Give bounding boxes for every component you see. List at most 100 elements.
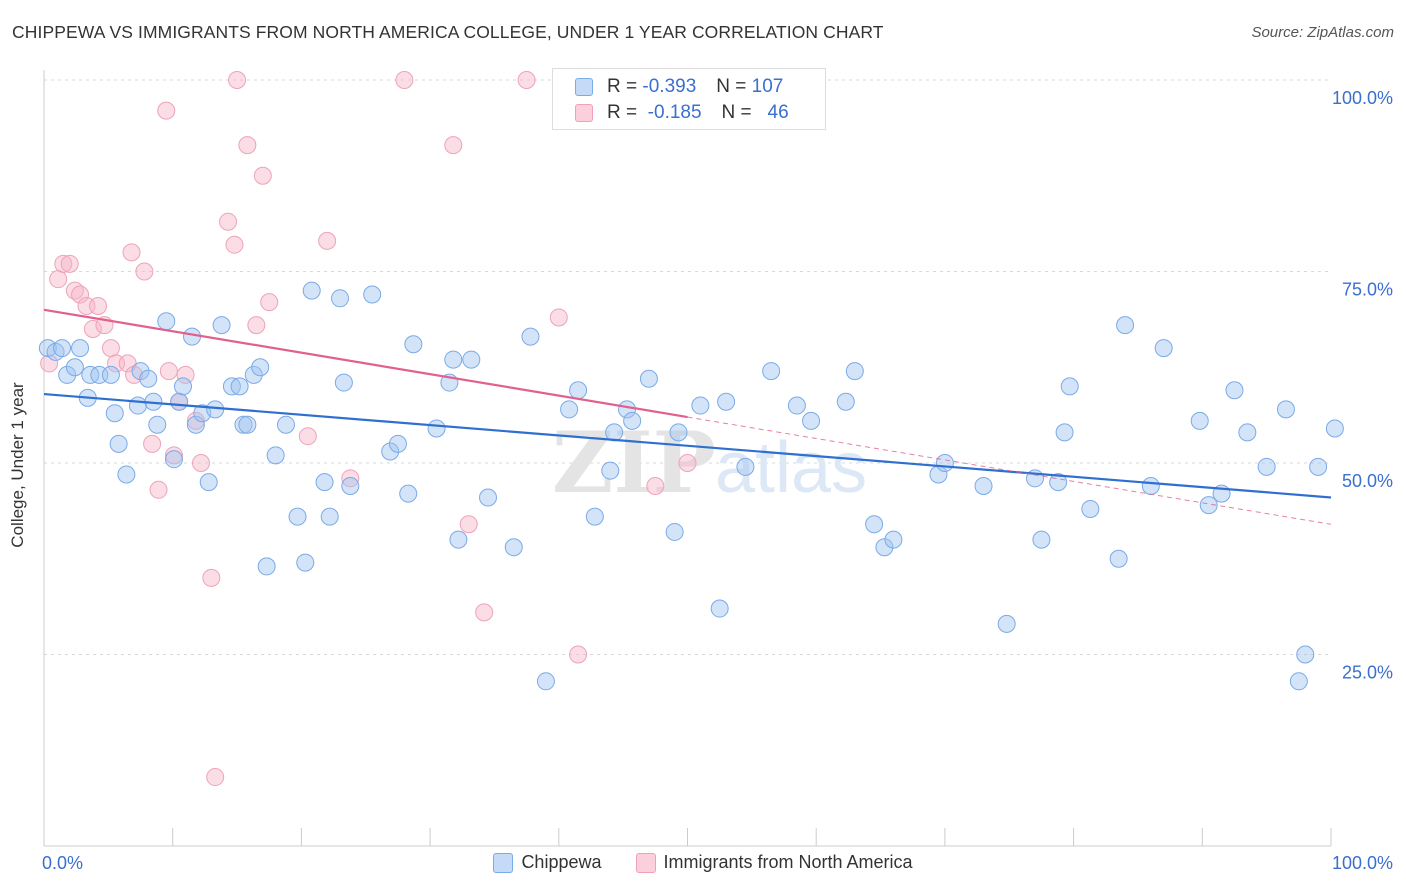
point-chippewa bbox=[128, 396, 147, 415]
point-chippewa bbox=[341, 476, 360, 495]
y-tick-label: 25.0% bbox=[1342, 663, 1393, 683]
point-immigrants bbox=[318, 231, 337, 250]
point-chippewa bbox=[404, 335, 423, 354]
point-chippewa bbox=[53, 339, 72, 358]
point-immigrants bbox=[678, 454, 697, 472]
point-chippewa bbox=[521, 327, 540, 346]
point-chippewa bbox=[238, 415, 257, 434]
stats-n-value: 107 bbox=[751, 76, 784, 97]
watermark: ZIP atlas bbox=[552, 413, 867, 512]
point-chippewa bbox=[669, 423, 688, 442]
point-immigrants bbox=[475, 603, 494, 622]
trend-line-immigrants-extrapolated bbox=[687, 416, 1332, 525]
point-chippewa bbox=[109, 434, 128, 453]
point-chippewa bbox=[884, 530, 903, 549]
point-chippewa bbox=[257, 557, 276, 576]
point-immigrants bbox=[517, 71, 536, 89]
point-immigrants bbox=[89, 296, 108, 315]
point-chippewa bbox=[836, 392, 855, 411]
point-chippewa bbox=[787, 396, 806, 415]
point-chippewa bbox=[802, 411, 821, 430]
point-chippewa bbox=[173, 377, 192, 396]
point-chippewa bbox=[71, 339, 90, 358]
point-chippewa bbox=[1060, 377, 1079, 396]
point-chippewa bbox=[183, 327, 202, 346]
series-immigrants-points bbox=[40, 71, 697, 787]
point-immigrants bbox=[341, 469, 360, 488]
point-chippewa bbox=[762, 362, 781, 381]
legend-item-immigrants: Immigrants from North America bbox=[635, 852, 913, 873]
stats-swatch-blue bbox=[575, 78, 593, 96]
point-immigrants bbox=[159, 362, 178, 381]
point-chippewa bbox=[157, 312, 176, 331]
trend-lines bbox=[43, 308, 1332, 525]
point-chippewa bbox=[865, 515, 884, 534]
point-immigrants bbox=[444, 136, 463, 155]
point-immigrants bbox=[253, 166, 272, 185]
y-tick-label: 75.0% bbox=[1342, 280, 1393, 300]
point-chippewa bbox=[710, 599, 729, 618]
point-immigrants bbox=[149, 480, 168, 499]
point-chippewa bbox=[222, 377, 241, 396]
point-chippewa bbox=[105, 404, 124, 423]
point-chippewa bbox=[315, 473, 334, 492]
legend-label-chippewa: Chippewa bbox=[521, 852, 602, 872]
stats-n-value: 46 bbox=[767, 102, 789, 123]
stats-n-label: N = bbox=[716, 76, 747, 97]
point-chippewa bbox=[1296, 645, 1315, 664]
point-immigrants bbox=[238, 136, 257, 155]
point-immigrants bbox=[202, 568, 221, 587]
point-chippewa bbox=[334, 373, 353, 392]
point-chippewa bbox=[244, 365, 263, 384]
chart-source: Source: ZipAtlas.com bbox=[1251, 24, 1394, 41]
point-chippewa bbox=[1257, 457, 1276, 476]
point-chippewa bbox=[845, 362, 864, 381]
point-chippewa bbox=[691, 396, 710, 415]
point-chippewa bbox=[736, 457, 755, 476]
point-chippewa bbox=[117, 465, 136, 484]
stats-r-value: -0.393 bbox=[642, 76, 697, 97]
point-immigrants bbox=[247, 316, 266, 335]
tick-labels: 25.0% 50.0% 75.0% 100.0% 0.0% 100.0% bbox=[42, 88, 1393, 873]
point-chippewa bbox=[381, 442, 400, 461]
point-immigrants bbox=[298, 427, 317, 446]
point-chippewa bbox=[875, 538, 894, 557]
point-immigrants bbox=[260, 293, 279, 312]
point-chippewa bbox=[427, 419, 446, 438]
legend-label-immigrants: Immigrants from North America bbox=[663, 852, 913, 872]
legend-swatch-blue bbox=[493, 852, 514, 873]
point-chippewa bbox=[665, 522, 684, 541]
legend-item-chippewa: Chippewa bbox=[493, 852, 602, 873]
point-chippewa bbox=[302, 281, 321, 300]
point-chippewa bbox=[1109, 549, 1128, 568]
point-chippewa bbox=[1116, 316, 1135, 335]
chart-title: CHIPPEWA VS IMMIGRANTS FROM NORTH AMERIC… bbox=[12, 22, 884, 42]
point-immigrants bbox=[219, 212, 238, 231]
point-immigrants bbox=[459, 515, 478, 534]
point-chippewa bbox=[331, 289, 350, 308]
gridlines bbox=[44, 79, 1331, 655]
trend-line-chippewa bbox=[43, 392, 1332, 499]
point-chippewa bbox=[58, 365, 77, 384]
point-chippewa bbox=[276, 415, 295, 434]
point-chippewa bbox=[212, 316, 231, 335]
point-immigrants bbox=[83, 319, 102, 338]
point-chippewa bbox=[449, 530, 468, 549]
point-chippewa bbox=[296, 553, 315, 572]
point-immigrants bbox=[122, 243, 141, 262]
stats-r-label: R = bbox=[607, 76, 638, 97]
point-chippewa bbox=[170, 392, 189, 411]
trend-line-immigrants bbox=[43, 308, 688, 419]
point-chippewa bbox=[266, 446, 285, 465]
point-chippewa bbox=[234, 415, 253, 434]
point-immigrants bbox=[40, 354, 59, 373]
point-chippewa bbox=[536, 672, 555, 691]
x-tick-label: 100.0% bbox=[1332, 853, 1393, 873]
point-chippewa bbox=[1199, 496, 1218, 515]
point-chippewa bbox=[444, 350, 463, 369]
stats-row-chippewa: R = -0.393 N = 107 bbox=[575, 74, 783, 100]
point-chippewa bbox=[462, 350, 481, 369]
stats-row-immigrants: R = -0.185 N = 46 bbox=[575, 100, 789, 126]
point-chippewa bbox=[585, 507, 604, 526]
